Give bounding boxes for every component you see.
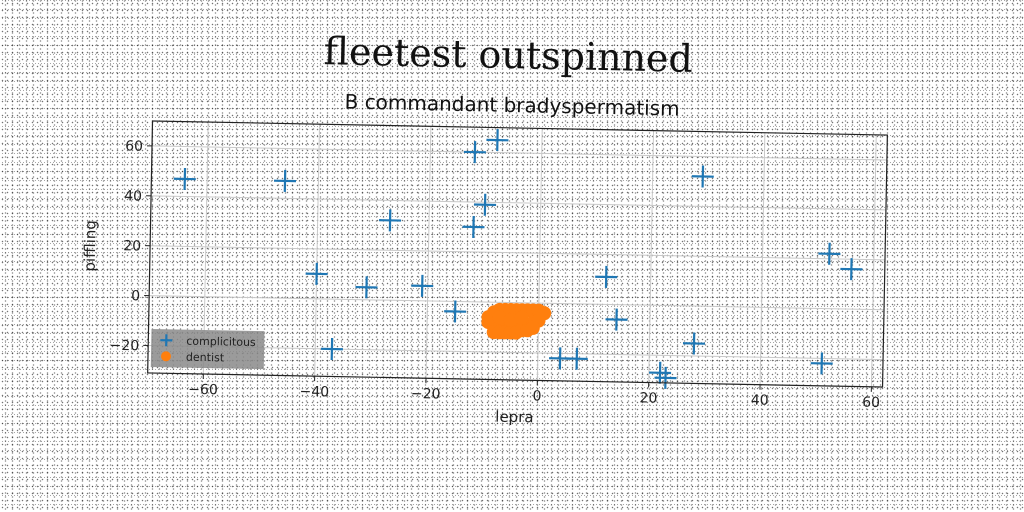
data-point-complicitous [654, 366, 677, 389]
data-point-complicitous [486, 129, 509, 152]
y-tick-label: 0 [131, 288, 140, 304]
data-point-complicitous [463, 141, 486, 164]
y-tick-label: −20 [109, 338, 139, 355]
legend-box [150, 328, 265, 370]
data-point-complicitous [173, 167, 196, 191]
data-point-complicitous [305, 262, 328, 285]
x-grid-line [759, 132, 766, 385]
y-grid-line [148, 344, 884, 361]
legend: complicitous dentist [150, 328, 265, 370]
data-point-complicitous [649, 361, 672, 384]
series-dentist [481, 302, 552, 340]
x-grid-line [314, 124, 321, 377]
data-point-complicitous [444, 300, 467, 323]
data-point-complicitous [474, 193, 497, 216]
data-point-complicitous [565, 347, 588, 370]
x-grid-line [425, 126, 432, 379]
y-tick-label: 20 [123, 238, 141, 254]
data-point-dentist [503, 313, 518, 328]
data-point-complicitous [355, 276, 378, 299]
data-point-complicitous [818, 242, 841, 265]
series-layer [173, 129, 863, 389]
chart-title: fleetest outspinned [323, 29, 693, 81]
data-point-complicitous [810, 352, 833, 375]
legend-label-dentist: dentist [186, 351, 225, 365]
x-tick-label: 0 [532, 388, 541, 404]
x-tick-label: 20 [639, 390, 657, 406]
chart-subtitle: B commandant bradyspermatism [344, 89, 680, 120]
data-point-complicitous [411, 274, 434, 297]
data-point-complicitous [682, 332, 706, 355]
data-point-complicitous [691, 165, 714, 188]
x-grid-line [536, 128, 543, 381]
x-grid-line [870, 134, 877, 387]
x-grid-line [648, 130, 655, 383]
data-point-complicitous [379, 209, 402, 232]
y-grid-line [151, 195, 886, 211]
legend-plus-marker [160, 334, 173, 347]
grid [148, 122, 887, 387]
data-point-complicitous [462, 215, 485, 238]
data-point-dentist [525, 320, 540, 335]
data-point-complicitous [320, 337, 343, 361]
data-point-complicitous [840, 258, 863, 281]
y-tick-label: 40 [124, 188, 142, 204]
legend-circle-marker [160, 351, 171, 362]
x-axis-label: lepra [495, 408, 534, 427]
x-tick-label: 40 [751, 393, 769, 409]
tick-labels: −60 −40 −20 0 20 40 60 −20 0 20 40 60 [109, 138, 880, 411]
plot-area: −60 −40 −20 0 20 40 60 −20 0 20 40 60 lepra pifflin… [81, 120, 888, 427]
data-point-complicitous [273, 169, 297, 192]
legend-marker-dentist [160, 351, 171, 362]
y-grid-line [152, 145, 887, 161]
data-point-complicitous [595, 265, 618, 288]
x-tick-label: −60 [188, 382, 218, 399]
y-grid-line [149, 295, 885, 311]
y-grid-line [150, 245, 885, 261]
y-axis-label: piffling [81, 220, 100, 272]
x-tick-label: −40 [299, 384, 329, 401]
x-tick-label: −20 [411, 386, 441, 403]
y-tick-label: 60 [125, 138, 143, 154]
data-point-complicitous [605, 308, 628, 331]
plot-frame [147, 120, 888, 388]
x-tick-label: 60 [862, 395, 880, 411]
data-point-dentist [492, 310, 507, 325]
series-complicitous [173, 129, 863, 389]
legend-marker-complicitous [160, 334, 173, 347]
legend-label-complicitous: complicitous [186, 335, 256, 349]
data-point-dentist [514, 310, 529, 325]
